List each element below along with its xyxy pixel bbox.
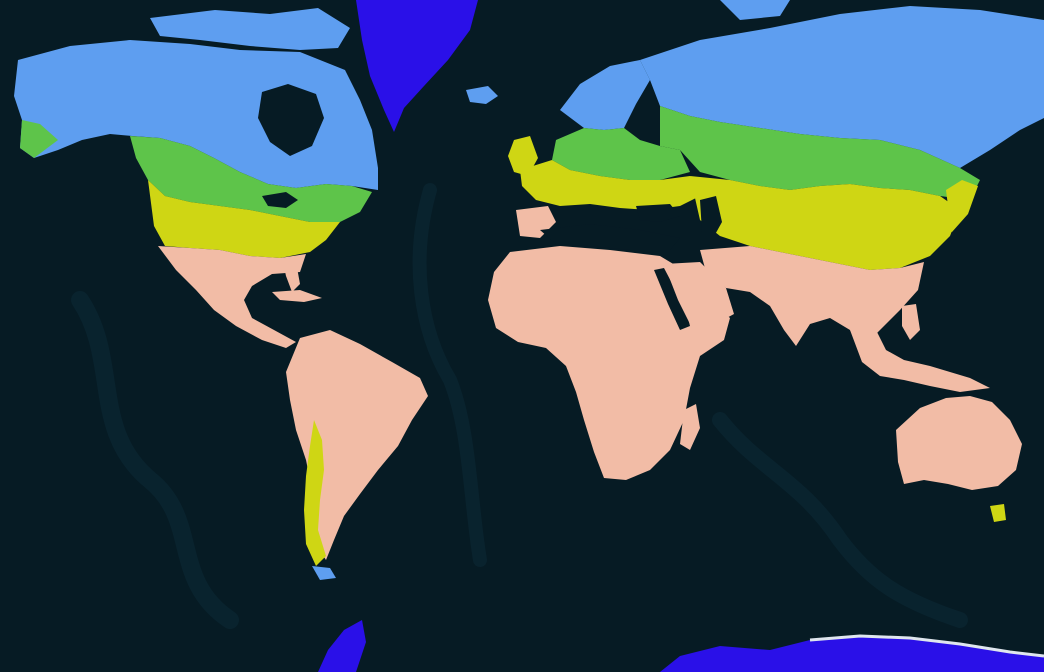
north-america-cold-temperate[interactable] (130, 136, 372, 222)
australia[interactable] (896, 396, 1022, 522)
mediterranean-sea (540, 224, 680, 250)
south-america[interactable] (286, 330, 428, 580)
madagascar[interactable] (680, 404, 700, 450)
florida[interactable] (282, 258, 300, 292)
scandinavia-boreal[interactable] (560, 60, 650, 130)
europe[interactable] (508, 60, 700, 250)
philippines[interactable] (902, 304, 920, 340)
mid-atlantic-ridge (412, 183, 487, 567)
antarctica-ice-shelf-edge (809, 634, 1044, 658)
north-america-warm-temperate[interactable] (148, 180, 340, 258)
cuba[interactable] (272, 290, 322, 302)
hudson-bay (258, 84, 324, 156)
antarctic-peninsula-ice[interactable] (318, 620, 366, 672)
tasmania[interactable] (990, 504, 1006, 522)
siberia-boreal[interactable] (640, 6, 1044, 168)
indochina-indonesia[interactable] (850, 326, 990, 392)
asia[interactable] (640, 0, 1044, 392)
arabia[interactable] (664, 262, 734, 326)
tierra-del-fuego[interactable] (312, 566, 336, 580)
greenland-ice[interactable] (356, 0, 478, 132)
ocean-relief (71, 183, 968, 629)
alaska-coast[interactable] (20, 120, 58, 158)
russian-arctic-islands[interactable] (720, 0, 790, 20)
asia-warm-temperate[interactable] (690, 176, 960, 270)
caspian-sea (700, 196, 722, 240)
black-sea (636, 204, 680, 222)
north-america-subtropical[interactable] (158, 246, 306, 348)
japan[interactable] (942, 180, 978, 232)
asia-subtropical[interactable] (700, 246, 924, 348)
patagonia-warm-temperate[interactable] (304, 420, 326, 566)
great-lakes (262, 192, 298, 208)
australia-subtropical[interactable] (896, 396, 1022, 490)
europe-cold-temperate[interactable] (552, 128, 690, 180)
iceland[interactable] (466, 86, 498, 104)
africa[interactable] (488, 246, 730, 480)
pacific-relief (71, 291, 239, 629)
indian-ocean-relief (712, 412, 968, 628)
antarctica-ice[interactable] (660, 636, 1044, 672)
antarctica[interactable] (318, 620, 1044, 672)
canadian-arctic-islands[interactable] (150, 8, 350, 50)
north-america[interactable] (14, 8, 378, 348)
south-america-subtropical[interactable] (286, 330, 428, 560)
europe-warm-temperate[interactable] (520, 160, 700, 210)
asia-cold-temperate[interactable] (660, 106, 980, 200)
red-sea (654, 268, 690, 330)
british-isles[interactable] (508, 136, 538, 176)
